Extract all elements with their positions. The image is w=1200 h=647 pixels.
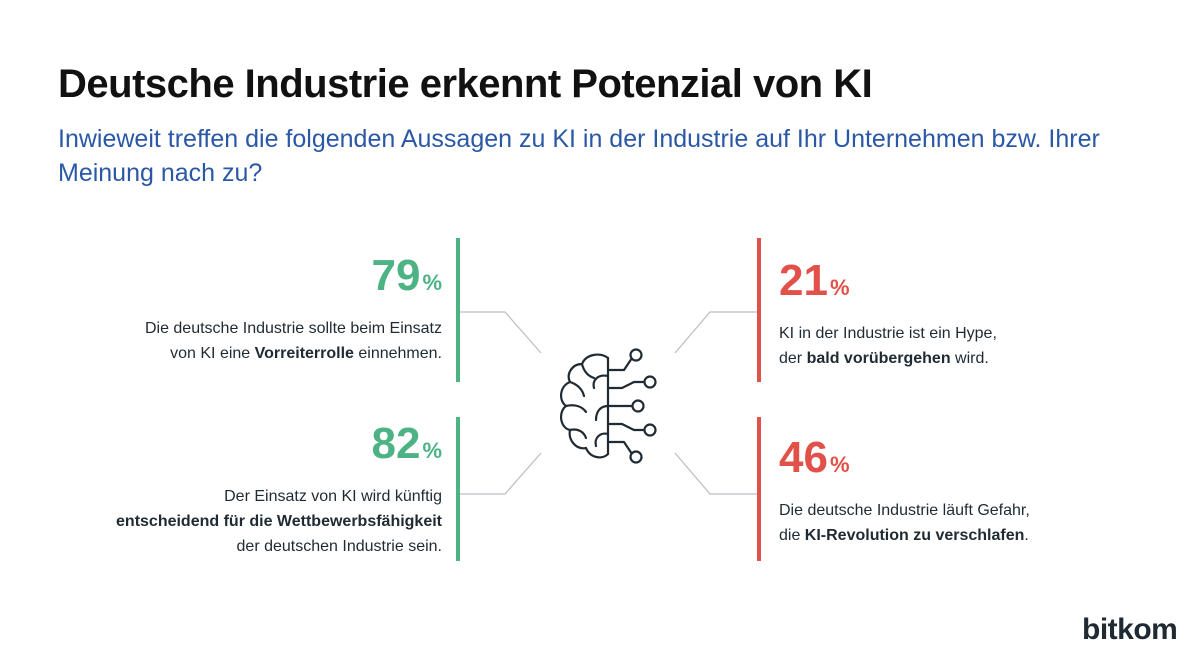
stat-value: 46% [779,436,1179,490]
stat-text-bold: Vorreiterrolle [254,345,354,362]
stat-wettbewerb: 82% Der Einsatz von KI wird künftig ents… [22,422,442,559]
stat-hype: 21% KI in der Industrie ist ein Hype, de… [779,259,1179,371]
stat-text: die [779,527,805,544]
stat-text-bold: bald vorübergehen [806,350,951,367]
connector-wettbewerb [460,452,542,495]
stat-text-bold: KI-Revolution zu verschlafen [804,527,1025,544]
stat-number: 46 [779,433,828,482]
stat-description: Der Einsatz von KI wird künftig entschei… [22,484,442,559]
brain-circuit-icon [560,348,657,464]
page-subtitle: Inwieweit treffen die folgenden Aussagen… [58,125,1100,187]
percent-sign: % [422,270,442,295]
accent-bar-wettbewerb [456,417,460,561]
stat-value: 21% [779,259,1179,313]
stat-number: 21 [779,256,828,305]
percent-sign: % [422,438,442,463]
stat-number: 79 [371,251,421,300]
connector-verschlafen [674,452,757,495]
stat-text: der [779,350,807,367]
stat-text: einnehmen. [353,345,442,362]
stat-text-line: der deutschen Industrie sein. [236,538,442,555]
stat-text-line: Die deutsche Industrie läuft Gefahr, [779,502,1030,519]
bitkom-logo: bitkom [1082,613,1178,646]
stat-text-line: KI in der Industrie ist ein Hype, [779,325,997,342]
page-title: Deutsche Industrie erkennt Potenzial von… [58,62,873,106]
stat-value: 79% [22,254,442,308]
stat-value: 82% [22,422,442,476]
connector-hype [674,311,757,354]
accent-bar-vorreiter [456,238,460,382]
stat-text-line: Der Einsatz von KI wird künftig [224,488,442,505]
connector-lines [460,311,757,495]
stat-text: wird. [950,350,989,367]
stat-verschlafen: 46% Die deutsche Industrie läuft Gefahr,… [779,436,1179,548]
stat-number: 82 [371,419,421,468]
connector-vorreiter [460,311,542,354]
percent-sign: % [829,452,850,477]
stat-description: Die deutsche Industrie sollte beim Einsa… [22,316,442,366]
stat-text: . [1024,527,1029,544]
percent-sign: % [829,275,850,300]
stat-vorreiter: 79% Die deutsche Industrie sollte beim E… [22,254,442,366]
accent-bar-verschlafen [757,417,761,561]
stat-text: von KI eine [170,345,255,362]
stat-text-line: Die deutsche Industrie sollte beim Einsa… [144,320,442,337]
accent-bar-hype [757,238,761,382]
stat-description: KI in der Industrie ist ein Hype, der ba… [779,321,1179,371]
stat-description: Die deutsche Industrie läuft Gefahr, die… [779,498,1179,548]
stat-text-bold: entscheidend für die Wettbewerbsfähigkei… [116,513,442,530]
